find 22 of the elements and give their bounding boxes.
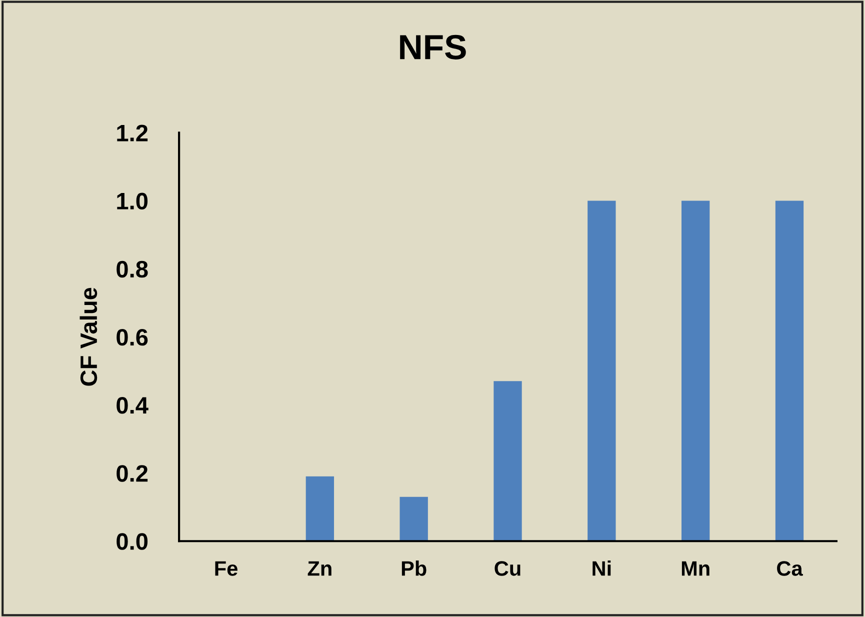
bar xyxy=(775,200,804,542)
y-tick-label: 1.0 xyxy=(117,192,148,210)
y-tick-label: 0.0 xyxy=(116,533,148,550)
y-tick-label: 0.6 xyxy=(116,328,148,346)
x-tick-label: Mn xyxy=(682,561,710,576)
bar xyxy=(400,496,428,542)
bar xyxy=(681,200,710,542)
bar xyxy=(588,200,616,542)
bar xyxy=(306,476,334,542)
y-tick-label: 1.2 xyxy=(117,124,148,142)
x-tick-label: Fe xyxy=(215,561,238,576)
y-tick-label: 0.4 xyxy=(116,397,148,414)
bar xyxy=(494,381,522,542)
x-tick-label: Zn xyxy=(308,561,332,576)
chart-title: NFS xyxy=(400,34,466,60)
y-tick-label: 0.8 xyxy=(116,260,148,278)
x-tick-label: Cu xyxy=(494,561,520,576)
y-axis-title: CF Value xyxy=(80,288,98,386)
x-tick-label: Ca xyxy=(777,561,803,576)
x-tick-label: Ni xyxy=(592,560,611,576)
x-tick-label: Pb xyxy=(402,560,426,576)
y-tick-label: 0.2 xyxy=(116,465,148,482)
